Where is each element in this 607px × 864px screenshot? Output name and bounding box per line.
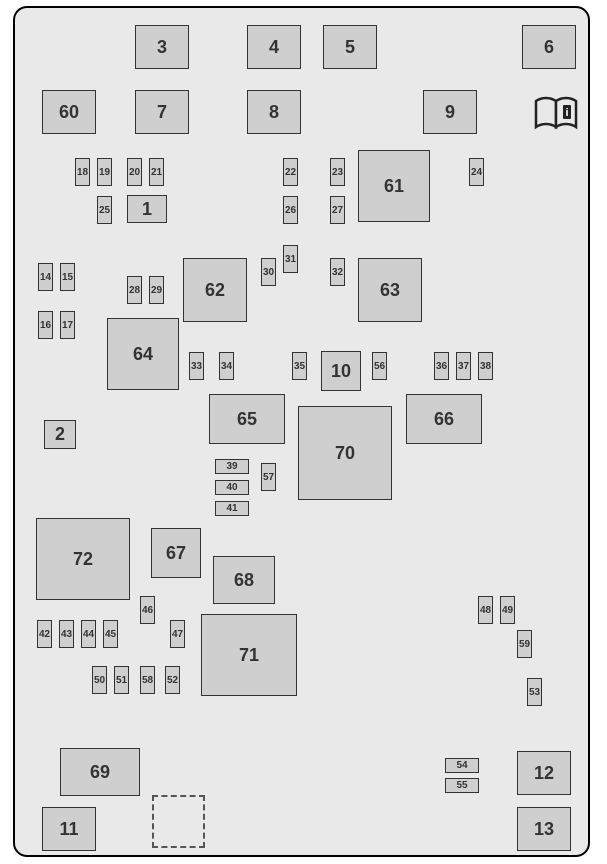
fuse-65: 65 bbox=[209, 394, 285, 444]
fuse-49: 49 bbox=[500, 596, 515, 624]
fuse-27: 27 bbox=[330, 196, 345, 224]
fuse-35: 35 bbox=[292, 352, 307, 380]
fuse-48: 48 bbox=[478, 596, 493, 624]
manual-icon: i bbox=[534, 95, 578, 131]
fuse-28: 28 bbox=[127, 276, 142, 304]
fuse-47: 47 bbox=[170, 620, 185, 648]
fuse-61: 61 bbox=[358, 150, 430, 222]
fuse-31: 31 bbox=[283, 245, 298, 273]
fuse-72: 72 bbox=[36, 518, 130, 600]
fuse-66: 66 bbox=[406, 394, 482, 444]
fuse-51: 51 bbox=[114, 666, 129, 694]
fuse-18: 18 bbox=[75, 158, 90, 186]
fuse-14: 14 bbox=[38, 263, 53, 291]
fuse-10: 10 bbox=[321, 351, 361, 391]
fuse-44: 44 bbox=[81, 620, 96, 648]
fuse-9: 9 bbox=[423, 90, 477, 134]
fuse-12: 12 bbox=[517, 751, 571, 795]
fuse-5: 5 bbox=[323, 25, 377, 69]
fuse-17: 17 bbox=[60, 311, 75, 339]
fuse-39: 39 bbox=[215, 459, 249, 474]
fuse-40: 40 bbox=[215, 480, 249, 495]
fuse-11: 11 bbox=[42, 807, 96, 851]
fuse-3: 3 bbox=[135, 25, 189, 69]
fuse-54: 54 bbox=[445, 758, 479, 773]
fuse-24: 24 bbox=[469, 158, 484, 186]
fuse-6: 6 bbox=[522, 25, 576, 69]
fuse-70: 70 bbox=[298, 406, 392, 500]
fuse-63: 63 bbox=[358, 258, 422, 322]
fuse-41: 41 bbox=[215, 501, 249, 516]
fuse-30: 30 bbox=[261, 258, 276, 286]
fuse-69: 69 bbox=[60, 748, 140, 796]
fuse-16: 16 bbox=[38, 311, 53, 339]
fuse-23: 23 bbox=[330, 158, 345, 186]
fuse-60: 60 bbox=[42, 90, 96, 134]
fuse-25: 25 bbox=[97, 196, 112, 224]
fuse-20: 20 bbox=[127, 158, 142, 186]
fuse-34: 34 bbox=[219, 352, 234, 380]
fuse-50: 50 bbox=[92, 666, 107, 694]
fuse-37: 37 bbox=[456, 352, 471, 380]
fuse-67: 67 bbox=[151, 528, 201, 578]
fuse-22: 22 bbox=[283, 158, 298, 186]
fuse-21: 21 bbox=[149, 158, 164, 186]
fuse-64: 64 bbox=[107, 318, 179, 390]
fuse-59: 59 bbox=[517, 630, 532, 658]
fuse-7: 7 bbox=[135, 90, 189, 134]
fuse-57: 57 bbox=[261, 463, 276, 491]
fuse-53: 53 bbox=[527, 678, 542, 706]
placeholder-slot bbox=[152, 795, 205, 848]
fuse-4: 4 bbox=[247, 25, 301, 69]
fuse-58: 58 bbox=[140, 666, 155, 694]
fuse-62: 62 bbox=[183, 258, 247, 322]
fuse-8: 8 bbox=[247, 90, 301, 134]
fuse-15: 15 bbox=[60, 263, 75, 291]
fuse-33: 33 bbox=[189, 352, 204, 380]
fuse-2: 2 bbox=[44, 420, 76, 449]
fuse-56: 56 bbox=[372, 352, 387, 380]
fuse-55: 55 bbox=[445, 778, 479, 793]
fuse-36: 36 bbox=[434, 352, 449, 380]
fuse-29: 29 bbox=[149, 276, 164, 304]
fuse-42: 42 bbox=[37, 620, 52, 648]
fuse-1: 1 bbox=[127, 195, 167, 223]
fuse-45: 45 bbox=[103, 620, 118, 648]
fuse-52: 52 bbox=[165, 666, 180, 694]
fuse-46: 46 bbox=[140, 596, 155, 624]
svg-text:i: i bbox=[565, 107, 568, 119]
fuse-diagram: i123456789101112136061626364656667686970… bbox=[0, 0, 607, 864]
fuse-13: 13 bbox=[517, 807, 571, 851]
fuse-32: 32 bbox=[330, 258, 345, 286]
fuse-71: 71 bbox=[201, 614, 297, 696]
fuse-19: 19 bbox=[97, 158, 112, 186]
fuse-38: 38 bbox=[478, 352, 493, 380]
fuse-26: 26 bbox=[283, 196, 298, 224]
fuse-68: 68 bbox=[213, 556, 275, 604]
fuse-43: 43 bbox=[59, 620, 74, 648]
